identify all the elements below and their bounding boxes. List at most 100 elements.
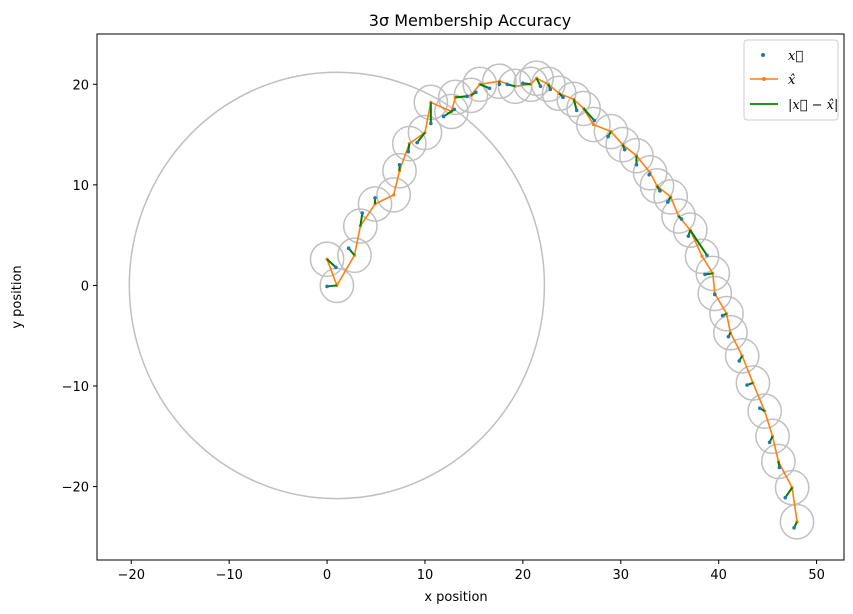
estimate-point-22 (591, 122, 595, 127)
membership-circle-3 (342, 208, 378, 244)
true-point-39 (777, 465, 782, 470)
true-point-11 (465, 94, 469, 99)
membership-circle-14 (481, 63, 517, 100)
true-point-13 (487, 86, 492, 91)
true-point-33 (720, 313, 725, 318)
membership-circle-36 (724, 337, 760, 374)
membership-circle-34 (709, 295, 744, 332)
estimate-line (326, 77, 798, 522)
true-point-30 (705, 253, 709, 258)
membership-circle-12 (453, 77, 489, 114)
membership-circle-5 (376, 177, 412, 213)
x-tick-label-10: 10 (417, 568, 434, 583)
true-point-7 (415, 140, 419, 145)
membership-circle-38 (747, 393, 783, 429)
x-tick-label-20: 20 (515, 568, 532, 583)
true-point-8 (429, 121, 433, 126)
membership-circle-11 (437, 79, 473, 116)
membership-circle-8 (407, 114, 443, 151)
membership-circle-33 (697, 275, 733, 312)
error-segment-21 (582, 107, 596, 122)
error-segment-7 (416, 131, 426, 144)
true-point-19 (561, 95, 565, 100)
y-tick-label--20: −20 (62, 481, 89, 496)
true-point-2 (346, 246, 351, 251)
true-point-17 (538, 84, 543, 89)
plot-frame (96, 33, 845, 561)
membership-circle-29 (661, 198, 696, 234)
plot-area (128, 60, 815, 540)
true-point-5 (397, 162, 402, 167)
true-point-31 (703, 272, 707, 277)
membership-circle-42 (779, 503, 815, 540)
estimate-point-5 (392, 193, 396, 197)
true-point-9 (441, 114, 446, 119)
true-point-26 (658, 189, 662, 193)
true-point-3 (360, 211, 365, 215)
membership-circle-2 (337, 237, 372, 274)
y-tick-label-10: 10 (72, 179, 89, 194)
legend-marker-true (761, 53, 765, 57)
y-axis: −20 −10 0 10 20 (62, 78, 97, 496)
membership-circle-4 (357, 186, 393, 222)
error-segment-3 (359, 212, 364, 227)
true-point-38 (767, 440, 772, 445)
membership-circle-28 (653, 179, 689, 215)
x-tick-label-0: 0 (323, 568, 331, 583)
true-point-40 (783, 495, 788, 500)
legend-label-error: |x⃗ − x̂| (788, 98, 838, 113)
true-point-1 (334, 265, 338, 270)
membership-circle-10 (434, 93, 469, 130)
membership-circle-24 (605, 126, 641, 163)
membership-circle-22 (575, 106, 611, 143)
error-segment-11 (455, 95, 468, 99)
true-point-35 (737, 359, 742, 363)
true-point-24 (634, 162, 639, 167)
true-point-14 (497, 82, 502, 87)
y-tick-label-0: 0 (81, 279, 89, 294)
error-segment-1 (326, 258, 337, 269)
true-point-4 (373, 196, 377, 200)
true-point-28 (679, 217, 684, 221)
estimate-point-31 (700, 254, 704, 258)
true-point-10 (452, 107, 457, 112)
true-point-32 (712, 292, 717, 297)
membership-circle-6 (382, 152, 417, 189)
x-axis-label: x position (424, 590, 487, 605)
legend-box (743, 39, 839, 121)
true-point-0 (325, 284, 329, 289)
true-point-23 (622, 147, 627, 152)
error-segment-30 (689, 229, 708, 256)
membership-circle-23 (593, 113, 629, 150)
true-point-34 (726, 334, 731, 339)
membership-circle-27 (639, 168, 675, 204)
true-point-41 (792, 526, 796, 530)
true-point-37 (758, 406, 762, 410)
legend-label-true: x⃗ (788, 49, 803, 64)
membership-circle-13 (462, 66, 498, 103)
y-tick-label--10: −10 (62, 380, 89, 395)
true-point-6 (406, 149, 411, 154)
x-tick-label-30: 30 (613, 568, 630, 583)
true-point-25 (647, 173, 651, 177)
true-point-18 (548, 87, 553, 92)
membership-circle-32 (695, 255, 731, 292)
x-axis: −20 −10 0 10 20 30 40 50 (118, 560, 825, 583)
x-tick-label-40: 40 (710, 568, 727, 583)
true-point-22 (606, 134, 610, 139)
legend-label-estimate: x̂ (788, 73, 796, 88)
legend-marker-estimate (762, 77, 766, 81)
x-tick-label-50: 50 (808, 568, 825, 583)
legend: x⃗ x̂ |x⃗ − x̂| (743, 39, 839, 121)
true-point-36 (745, 383, 749, 387)
true-point-16 (521, 81, 525, 86)
membership-circle-31 (684, 238, 720, 275)
error-segment-20 (572, 99, 578, 111)
chart-title: 3σ Membership Accuracy (369, 11, 571, 30)
error-segment-40 (784, 487, 793, 499)
membership-circle-20 (556, 81, 592, 118)
membership-circle-39 (755, 418, 790, 455)
true-point-12 (474, 90, 478, 95)
x-tick-label--10: −10 (215, 568, 242, 583)
